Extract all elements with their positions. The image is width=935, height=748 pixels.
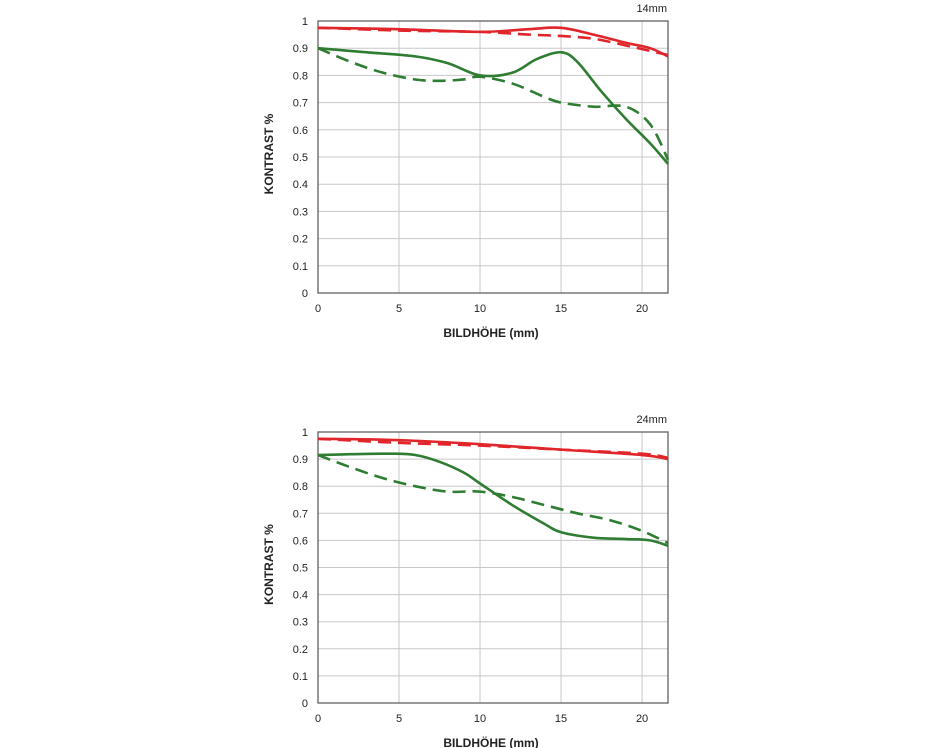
x-tick-label: 0 xyxy=(315,713,321,725)
y-tick-label: 0.8 xyxy=(293,70,308,82)
x-tick-label: 20 xyxy=(636,713,648,725)
y-tick-label: 0.7 xyxy=(293,508,308,520)
x-tick-label: 10 xyxy=(474,303,486,315)
chart-1: 00.10.20.30.40.50.60.70.80.910 5 10 15 2024m… xyxy=(262,414,669,748)
x-tick-label: 0 xyxy=(315,303,321,315)
x-tick-label: 15 xyxy=(555,713,567,725)
y-tick-label: 0 xyxy=(302,288,308,300)
y-tick-label: 0.2 xyxy=(293,234,308,246)
y-tick-label: 0.9 xyxy=(293,454,308,466)
y-tick-label: 0 xyxy=(302,698,308,710)
x-tick-label: 5 xyxy=(396,713,402,725)
x-axis-label: BILDHÖHE (mm) xyxy=(443,325,538,340)
y-tick-label: 0.9 xyxy=(293,43,308,55)
y-tick-label: 0.8 xyxy=(293,481,308,493)
y-tick-label: 0.5 xyxy=(293,563,308,575)
chart-title: 24mm xyxy=(636,414,667,426)
y-tick-label: 0.6 xyxy=(293,535,308,547)
series-line-red-dashed xyxy=(317,26,669,57)
series-line-red-dashed xyxy=(317,437,669,460)
series-line-red-solid xyxy=(317,437,669,461)
y-tick-label: 0.3 xyxy=(293,617,308,629)
y-tick-label: 1 xyxy=(302,16,308,28)
y-tick-label: 0.4 xyxy=(293,179,308,191)
y-axis-label: KONTRAST % xyxy=(262,524,276,605)
y-tick-label: 0.7 xyxy=(293,98,308,110)
series-line-green-solid xyxy=(317,452,669,548)
x-tick-label: 15 xyxy=(555,303,567,315)
y-tick-label: 0.2 xyxy=(293,644,308,656)
y-axis-label: KONTRAST % xyxy=(262,113,276,194)
y-tick-label: 0.6 xyxy=(293,125,308,137)
x-tick-label: 5 xyxy=(396,303,402,315)
y-tick-label: 0.3 xyxy=(293,206,308,218)
series-line-green-dashed xyxy=(317,453,669,545)
y-tick-label: 0.4 xyxy=(293,590,308,602)
series-line-green-solid xyxy=(317,46,669,165)
y-tick-label: 0.1 xyxy=(293,671,308,683)
x-axis-label: BILDHÖHE (mm) xyxy=(443,735,538,748)
y-tick-label: 1 xyxy=(302,427,308,439)
x-tick-label: 10 xyxy=(474,713,486,725)
x-tick-label: 20 xyxy=(636,303,648,315)
plot-frame xyxy=(317,431,669,704)
y-tick-label: 0.5 xyxy=(293,152,308,164)
chart-title: 14mm xyxy=(636,3,667,15)
chart-0: 00.10.20.30.40.50.60.70.80.910 5 10 15 2014m… xyxy=(262,3,670,340)
series-line-green-dashed xyxy=(317,47,670,161)
y-tick-label: 0.1 xyxy=(293,261,308,273)
